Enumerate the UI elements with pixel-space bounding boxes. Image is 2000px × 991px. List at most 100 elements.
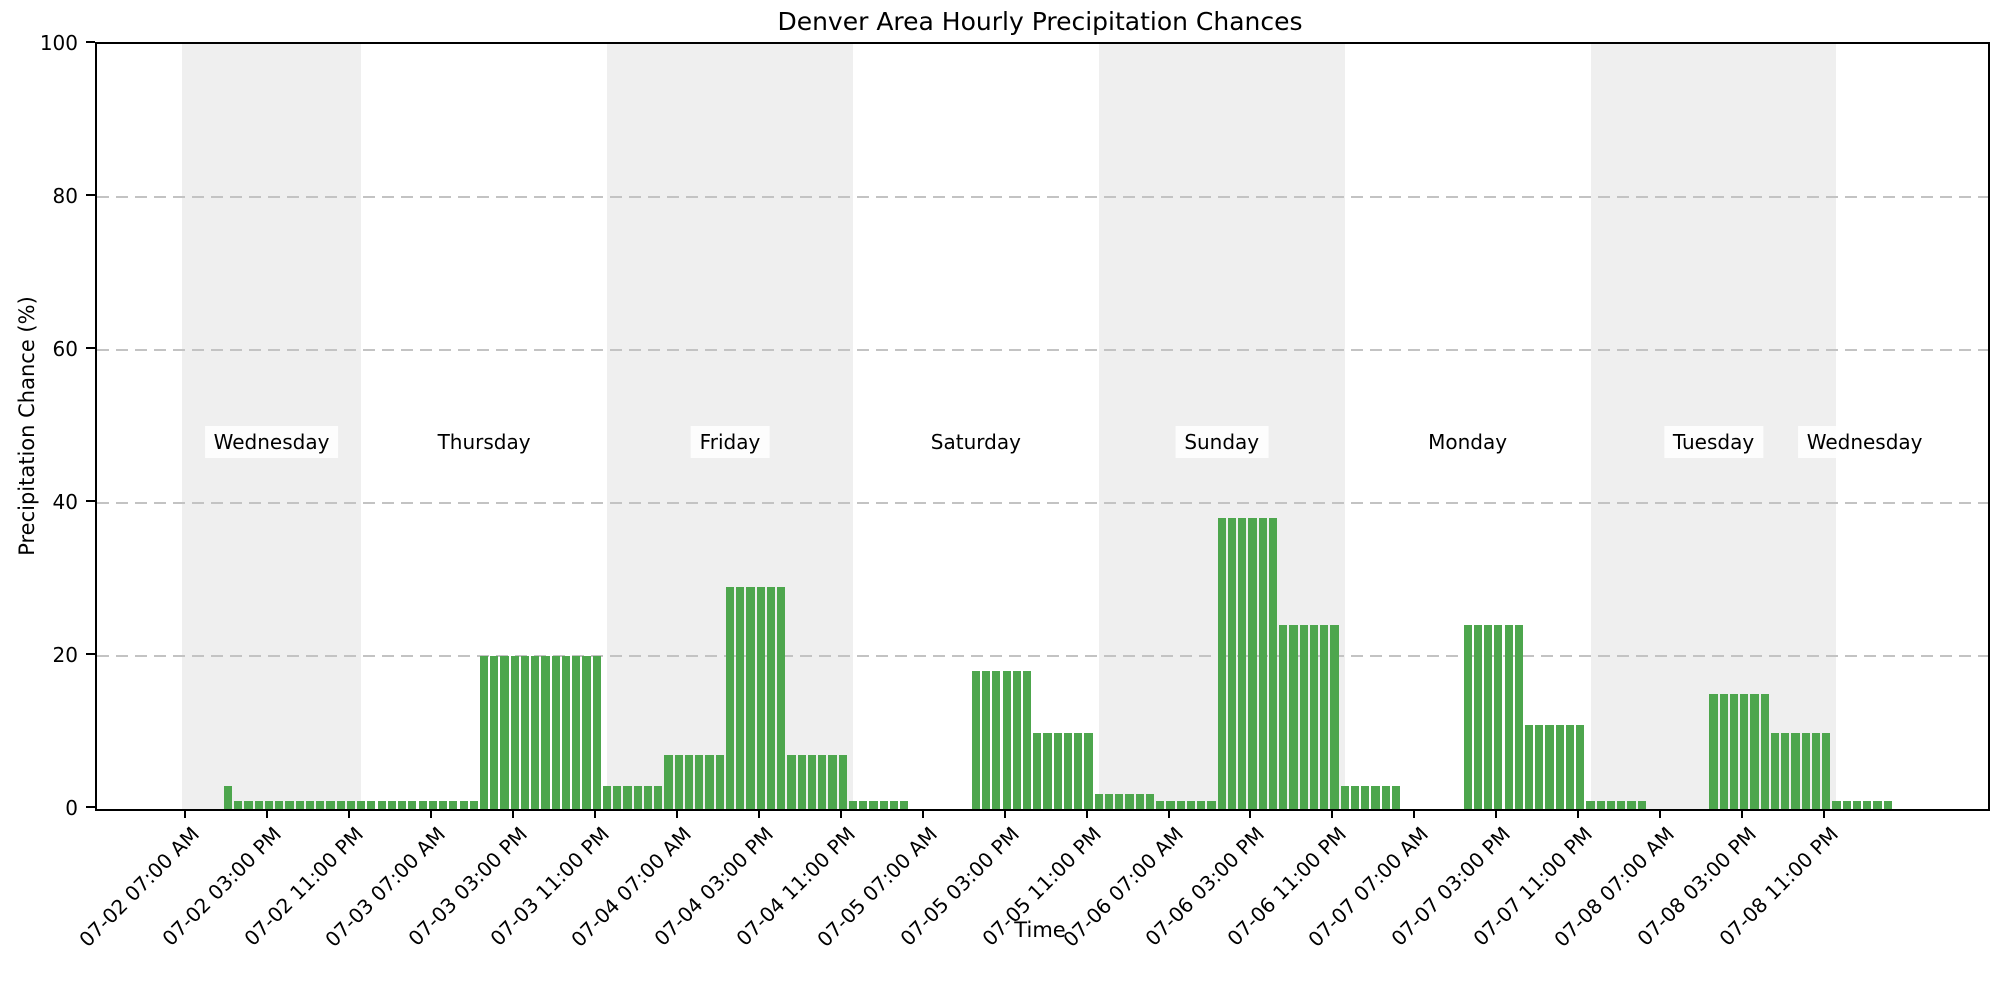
- precip-bar: [1760, 694, 1769, 809]
- precip-bar: [674, 755, 683, 809]
- precip-bar: [736, 587, 745, 809]
- day-label-tuesday: Tuesday: [1663, 425, 1764, 458]
- precip-bar: [828, 755, 837, 809]
- precip-bar: [316, 801, 325, 809]
- precip-bar: [541, 656, 550, 809]
- precip-bar: [480, 656, 489, 809]
- x-tick-mark: [1741, 809, 1744, 818]
- precip-bar: [1012, 671, 1021, 809]
- precip-bar: [1361, 786, 1370, 809]
- precip-bar: [643, 786, 653, 809]
- y-tick-label: 40: [52, 490, 78, 514]
- precip-bar: [1729, 694, 1739, 809]
- precip-bar: [582, 656, 591, 809]
- x-tick-mark: [1003, 809, 1006, 818]
- precip-bar: [1268, 518, 1278, 809]
- precip-bar: [633, 786, 642, 809]
- precip-bar: [1115, 793, 1124, 809]
- gridline-80: [97, 196, 1988, 198]
- precip-bar: [254, 801, 263, 809]
- precip-bar: [1186, 801, 1196, 809]
- precip-bar: [387, 801, 396, 809]
- precip-bar: [869, 801, 878, 809]
- precip-bar: [1391, 786, 1400, 809]
- precip-bar: [1781, 732, 1790, 809]
- x-tick-mark: [429, 809, 432, 818]
- precip-bar: [838, 755, 847, 809]
- chart-title: Denver Area Hourly Precipitation Chances: [777, 7, 1303, 36]
- y-tick-label: 100: [39, 31, 78, 55]
- precip-bar: [1770, 732, 1780, 809]
- precip-bar: [807, 755, 817, 809]
- precip-bar: [1627, 801, 1636, 809]
- precip-bar: [613, 786, 622, 809]
- precip-bar: [1279, 625, 1288, 809]
- gridline-60: [97, 349, 1988, 351]
- precip-bar: [787, 755, 796, 809]
- precip-bar: [1002, 671, 1011, 809]
- precip-bar: [746, 587, 755, 809]
- precip-bar: [777, 587, 786, 809]
- precip-bar: [1033, 732, 1042, 809]
- precip-bar: [1053, 732, 1062, 809]
- day-label-sunday: Sunday: [1175, 425, 1269, 458]
- precip-bar: [1248, 518, 1257, 809]
- precip-bar: [408, 801, 417, 809]
- precip-bar: [572, 656, 581, 809]
- precip-bar: [1043, 732, 1052, 809]
- x-tick-mark: [184, 809, 186, 818]
- precip-bar: [1156, 801, 1165, 809]
- y-tick-label: 0: [65, 796, 78, 820]
- precip-bar: [715, 755, 724, 809]
- precip-bar: [1832, 801, 1841, 809]
- x-tick-mark: [839, 809, 842, 818]
- precip-bar: [1637, 801, 1646, 809]
- precip-bar: [1740, 694, 1749, 809]
- precip-bar: [1084, 732, 1093, 809]
- precip-bar: [664, 755, 673, 809]
- x-tick-mark: [347, 809, 350, 818]
- precip-bar: [1340, 786, 1349, 809]
- precip-bar: [971, 671, 980, 809]
- precip-bar: [1709, 694, 1718, 809]
- precip-bar: [1555, 724, 1564, 809]
- x-tick-mark: [265, 809, 268, 818]
- precip-bar: [1801, 732, 1810, 809]
- precip-bar: [449, 801, 458, 809]
- x-axis-label: Time: [1014, 918, 1066, 942]
- precip-bar: [223, 786, 233, 809]
- precip-bar: [900, 801, 909, 809]
- precip-bar: [346, 801, 355, 809]
- precip-bar: [602, 786, 612, 809]
- precip-bar: [264, 801, 274, 809]
- precip-bar: [1125, 793, 1134, 809]
- precip-bar: [1852, 801, 1862, 809]
- precip-bar: [510, 656, 519, 809]
- y-tick-mark: [86, 653, 95, 655]
- x-tick-mark: [593, 809, 596, 818]
- day-label-wednesday: Wednesday: [1797, 425, 1932, 458]
- precip-bar: [1350, 786, 1360, 809]
- precip-bar: [1883, 801, 1892, 809]
- precip-bar: [1074, 732, 1083, 809]
- precip-bar: [1176, 801, 1185, 809]
- x-tick-mark: [1331, 809, 1334, 818]
- precip-bar: [1330, 625, 1339, 809]
- x-tick-mark: [1167, 809, 1170, 818]
- precip-bar: [459, 801, 468, 809]
- x-tick-mark: [675, 809, 678, 818]
- precip-bar: [377, 801, 386, 809]
- precip-bar: [418, 801, 427, 809]
- precip-bar: [1617, 801, 1626, 809]
- precip-bar: [1258, 518, 1267, 809]
- y-tick-mark: [86, 194, 95, 196]
- precip-bar: [1484, 625, 1493, 809]
- precip-bar: [1514, 625, 1523, 809]
- precip-bar: [234, 801, 243, 809]
- x-tick-mark: [757, 809, 760, 818]
- precip-bar: [1135, 793, 1144, 809]
- precip-bar: [1207, 801, 1216, 809]
- precip-bar: [1299, 625, 1308, 809]
- precip-bar: [1320, 625, 1329, 809]
